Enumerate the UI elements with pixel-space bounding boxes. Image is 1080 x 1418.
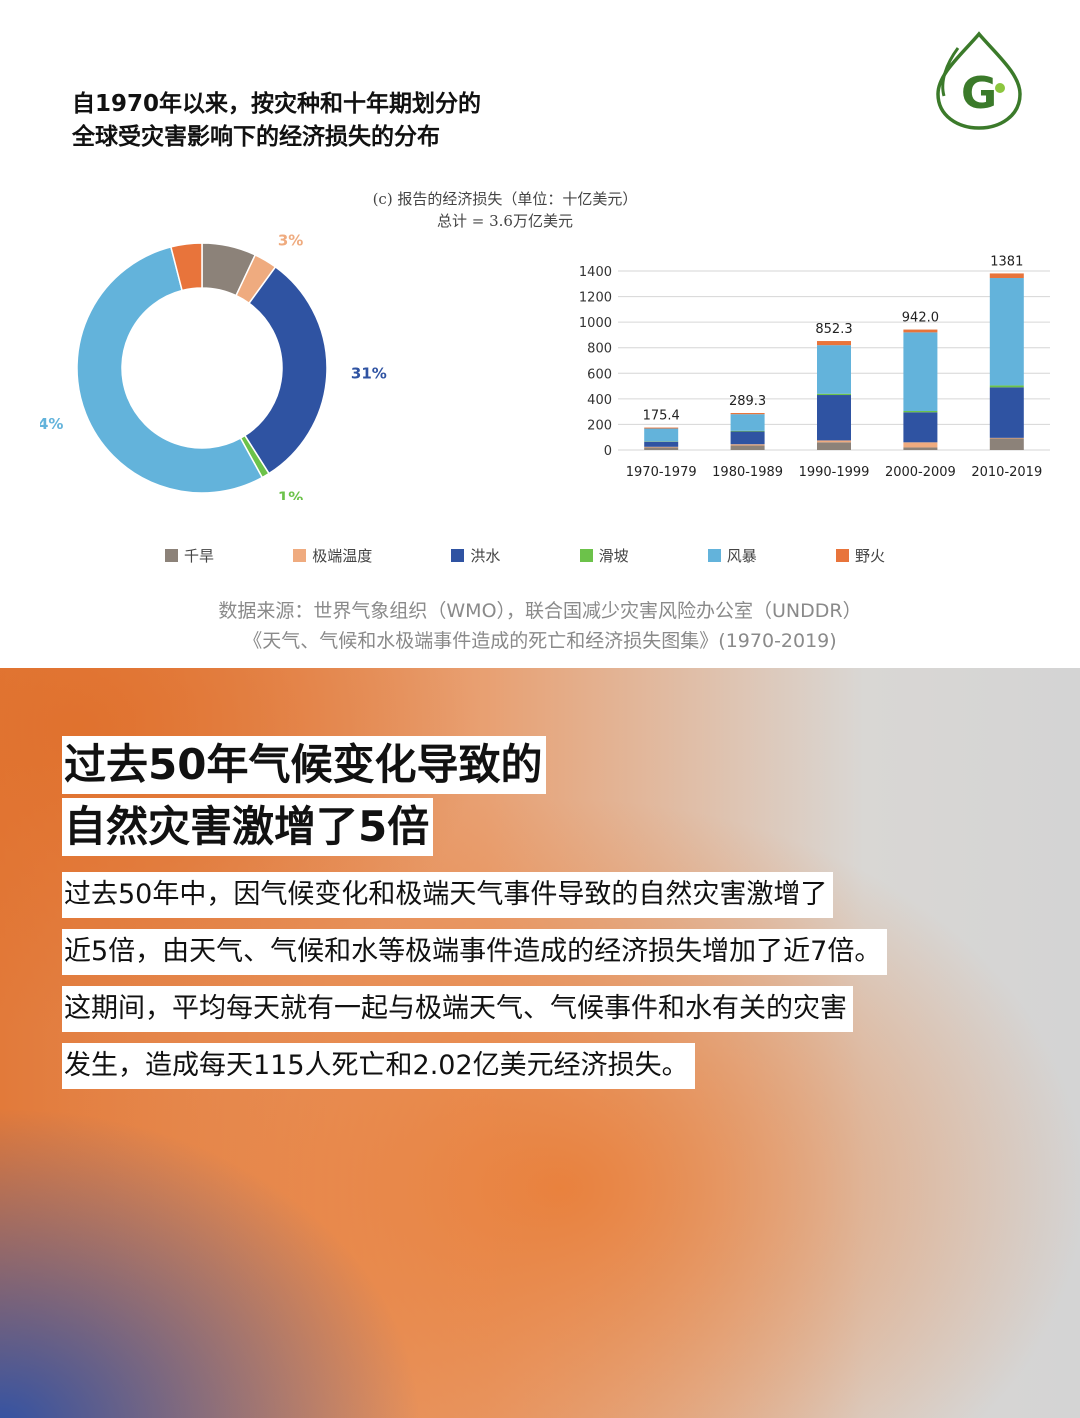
chart-caption-line2: 总计 = 3.6万亿美元 bbox=[437, 212, 573, 230]
stacked-bar-chart: 0 200 400 600 800 1000 1200 1400 175.4 1970-1979 2… bbox=[579, 255, 1050, 480]
bar-segment bbox=[730, 431, 765, 445]
x-tick-label: 1980-1989 bbox=[712, 465, 783, 480]
bar-segment bbox=[817, 440, 851, 443]
bar-total-label: 1381 bbox=[990, 255, 1023, 269]
bar-total-label: 942.0 bbox=[902, 311, 939, 326]
bar-segment bbox=[989, 438, 1024, 450]
body-line1: 过去50年中，因气候变化和极端天气事件导致的自然灾害激增了 bbox=[62, 872, 834, 918]
legend-label: 千旱 bbox=[184, 546, 215, 565]
bar-segment bbox=[903, 412, 938, 443]
donut-slice bbox=[76, 246, 264, 494]
bar-total-label: 852.3 bbox=[815, 322, 852, 337]
bar-segment bbox=[730, 444, 765, 446]
bar-segment bbox=[817, 341, 851, 346]
donut-slice-label: 54% bbox=[40, 415, 63, 433]
leaf-logo-icon: G bbox=[936, 31, 1022, 130]
headline-line1: 过去50年气候变化导致的 bbox=[62, 736, 547, 794]
body-text: 过去50年中，因气候变化和极端天气事件导致的自然灾害激增了 近5倍，由天气、气候… bbox=[62, 872, 888, 1100]
bar-segment bbox=[817, 393, 851, 396]
bar-segment bbox=[644, 441, 679, 447]
legend-item-drought: 千旱 bbox=[165, 543, 214, 567]
x-tick-label: 2000-2009 bbox=[885, 465, 956, 480]
legend-label: 风暴 bbox=[726, 546, 757, 565]
legend-swatch bbox=[293, 548, 307, 562]
legend-item-wildfire: 野火 bbox=[835, 543, 885, 567]
x-tick-label: 2010-2019 bbox=[971, 465, 1042, 480]
legend-swatch bbox=[707, 548, 721, 562]
y-tick-label: 600 bbox=[587, 367, 612, 382]
bar-segment bbox=[903, 411, 938, 413]
x-tick-label: 1990-1999 bbox=[799, 465, 870, 480]
bar-segment bbox=[730, 414, 765, 431]
page-title: 自1970年以来，按灾种和十年期划分的 全球受灾害影响下的经济损失的分布 bbox=[72, 88, 632, 154]
bar-total-label: 175.4 bbox=[643, 409, 680, 424]
bar-segment bbox=[644, 428, 679, 442]
y-tick-label: 1000 bbox=[579, 316, 612, 331]
chart-caption-line1: (c) 报告的经济损失（单位：十亿美元） bbox=[372, 190, 638, 208]
legend-item-extreme-temp: 极端温度 bbox=[293, 543, 372, 567]
bar-segment bbox=[817, 345, 851, 394]
bar-segment bbox=[903, 329, 938, 333]
y-tick-label: 0 bbox=[604, 444, 612, 459]
legend-item-storm: 风暴 bbox=[707, 543, 757, 567]
bar-segment bbox=[989, 278, 1024, 386]
legend-label: 洪水 bbox=[470, 546, 501, 565]
donut-slice-label: 1% bbox=[278, 488, 303, 500]
legend-label: 极端温度 bbox=[312, 546, 373, 565]
chart-caption: (c) 报告的经济损失（单位：十亿美元） 总计 = 3.6万亿美元 bbox=[340, 188, 670, 232]
y-tick-label: 1400 bbox=[579, 265, 612, 280]
bar-segment bbox=[730, 430, 765, 432]
bar-segment bbox=[989, 437, 1024, 439]
legend-item-landslide: 滑坡 bbox=[579, 543, 629, 567]
bar-segment bbox=[730, 445, 765, 450]
legend-swatch bbox=[451, 548, 465, 562]
y-tick-label: 800 bbox=[587, 342, 612, 357]
logo-letter: G bbox=[961, 68, 997, 119]
headline: 过去50年气候变化导致的 自然灾害激增了5倍 bbox=[62, 736, 547, 860]
chart-panel bbox=[0, 0, 1080, 668]
y-tick-label: 1200 bbox=[579, 291, 612, 306]
legend-swatch bbox=[579, 548, 593, 562]
data-source: 数据来源：世界气象组织（WMO），联合国减少灾害风险办公室（UNDDR） 《天气… bbox=[60, 596, 1020, 656]
bar-segment bbox=[903, 332, 938, 412]
donut-slice-label: 3% bbox=[278, 232, 303, 250]
y-tick-label: 400 bbox=[587, 393, 612, 408]
donut-slice bbox=[170, 242, 203, 292]
bar-segment bbox=[903, 447, 938, 450]
legend-swatch bbox=[165, 548, 178, 562]
bar-segment bbox=[817, 442, 851, 450]
bar-segment bbox=[644, 427, 679, 429]
x-tick-label: 1970-1979 bbox=[626, 465, 697, 480]
bar-segment bbox=[989, 273, 1024, 279]
page-title-line2: 全球受灾害影响下的经济损失的分布 bbox=[72, 124, 440, 150]
legend-swatch bbox=[835, 548, 849, 562]
bar-segment bbox=[644, 447, 679, 450]
chart-legend: 千旱 极端温度 洪水 滑坡 风暴 野火 bbox=[165, 543, 885, 567]
y-tick-label: 200 bbox=[587, 418, 612, 433]
bar-segment bbox=[903, 442, 938, 448]
donut-chart: 7%3%31%1%54%4% bbox=[40, 230, 387, 500]
donut-slice-label: 7% bbox=[235, 230, 260, 233]
body-line4: 发生，造成每天115人死亡和2.02亿美元经济损失。 bbox=[62, 1043, 695, 1089]
bar-segment bbox=[730, 413, 765, 415]
bar-segment bbox=[989, 385, 1024, 388]
legend-label: 野火 bbox=[854, 546, 885, 565]
legend-item-flood: 洪水 bbox=[451, 543, 500, 567]
bar-segment bbox=[989, 387, 1024, 438]
legend-label: 滑坡 bbox=[598, 546, 629, 565]
data-source-line1: 数据来源：世界气象组织（WMO），联合国减少灾害风险办公室（UNDDR） bbox=[218, 600, 862, 622]
bar-segment bbox=[644, 446, 679, 448]
page-title-line1: 自1970年以来，按灾种和十年期划分的 bbox=[72, 91, 482, 117]
bar-total-label: 289.3 bbox=[729, 394, 766, 409]
headline-line2: 自然灾害激增了5倍 bbox=[62, 798, 434, 856]
donut-slice-label: 31% bbox=[351, 365, 387, 383]
body-line3: 这期间，平均每天就有一起与极端天气、气候事件和水有关的灾害 bbox=[62, 986, 853, 1032]
body-line2: 近5倍，由天气、气候和水等极端事件造成的经济损失增加了近7倍。 bbox=[62, 929, 888, 975]
data-source-line2: 《天气、气候和水极端事件造成的死亡和经济损失图集》(1970-2019) bbox=[243, 630, 837, 652]
donut-slice bbox=[243, 265, 328, 475]
bar-segment bbox=[817, 395, 851, 441]
